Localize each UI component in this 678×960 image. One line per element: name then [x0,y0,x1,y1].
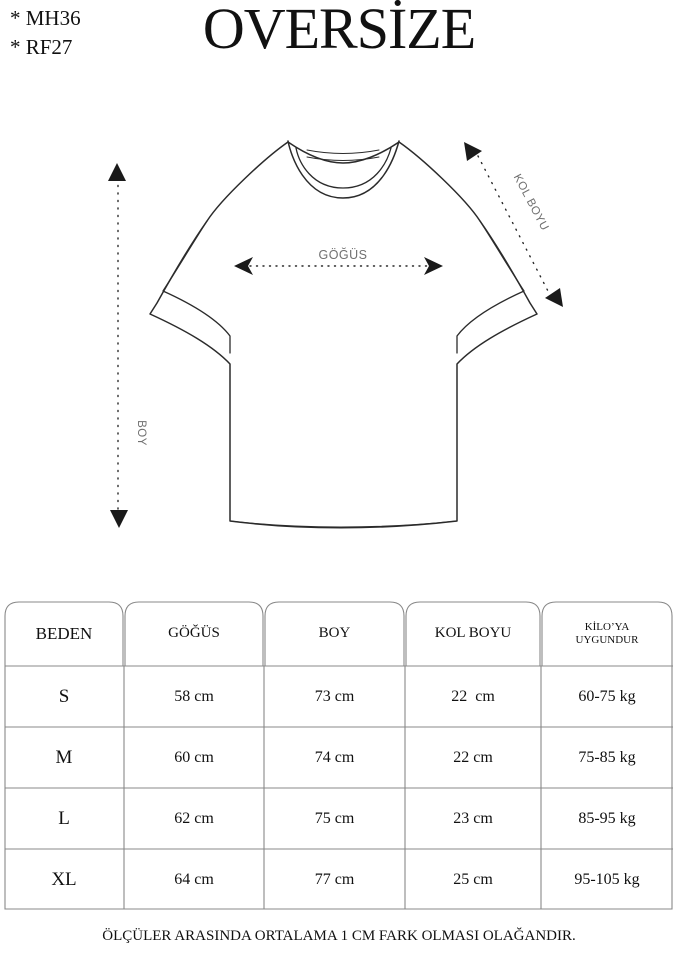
svg-text:KOL BOYU: KOL BOYU [511,172,551,233]
svg-text:BOY: BOY [135,420,147,446]
svg-text:GÖĞÜS: GÖĞÜS [318,247,367,262]
